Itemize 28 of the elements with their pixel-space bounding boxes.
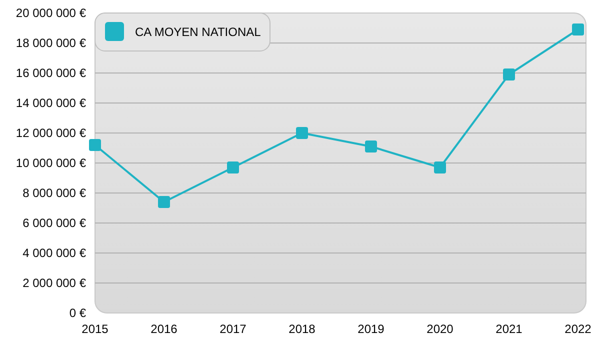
x-tick-label: 2020 xyxy=(426,322,454,336)
point xyxy=(296,127,308,139)
y-tick-label: 12 000 000 € xyxy=(16,126,86,140)
x-tick-label: 2017 xyxy=(220,322,247,336)
x-tick-label: 2019 xyxy=(358,322,385,336)
x-tick-label: 2018 xyxy=(288,322,316,336)
point xyxy=(158,196,170,208)
y-tick-label: 10 000 000 € xyxy=(16,156,86,170)
y-tick-label: 14 000 000 € xyxy=(16,96,86,110)
x-tick-label: 2016 xyxy=(150,322,178,336)
y-tick-label: 18 000 000 € xyxy=(16,36,86,50)
y-tick-label: 20 000 000 € xyxy=(16,6,86,20)
point xyxy=(434,162,446,174)
y-tick-label: 6 000 000 € xyxy=(22,216,86,230)
point xyxy=(503,68,515,80)
point xyxy=(365,140,377,152)
x-tick-label: 2021 xyxy=(496,322,523,336)
x-tick-label: 2015 xyxy=(82,322,109,336)
point xyxy=(572,24,584,36)
y-tick-label: 0 € xyxy=(69,306,86,320)
point xyxy=(227,162,239,174)
y-tick-label: 16 000 000 € xyxy=(16,66,86,80)
x-tick-label: 2022 xyxy=(564,322,592,336)
point xyxy=(89,139,101,151)
y-tick-label: 8 000 000 € xyxy=(22,186,86,200)
legend-label: CA MOYEN NATIONAL xyxy=(135,25,262,39)
y-tick-label: 4 000 000 € xyxy=(22,246,86,260)
y-tick-label: 2 000 000 € xyxy=(22,276,86,290)
